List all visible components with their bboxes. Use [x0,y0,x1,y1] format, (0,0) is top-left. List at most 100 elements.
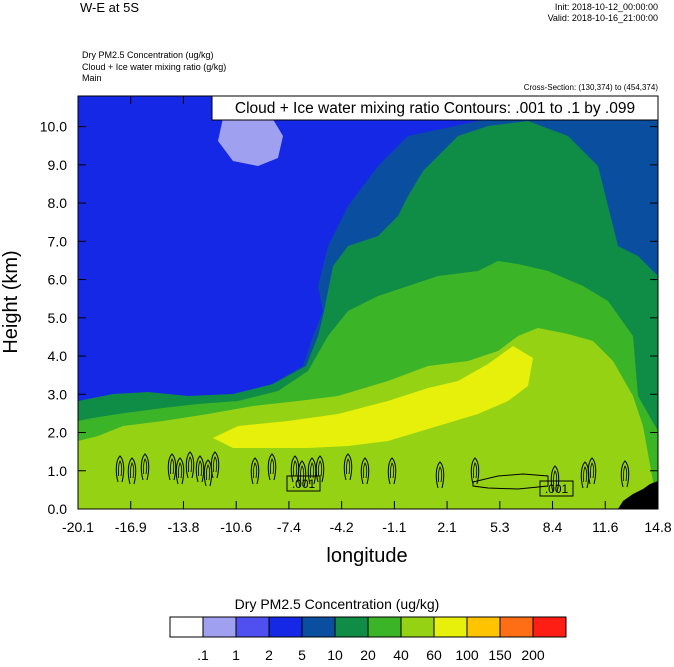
field-region [218,108,283,166]
x-tick-label: 11.6 [592,519,618,535]
colorbar-label: 20 [360,647,376,663]
contour-legend-text: Cloud + Ice water mixing ratio Contours:… [235,100,635,117]
y-tick-label: 10.0 [40,119,67,135]
contour-line [587,457,597,485]
init-time: Init: 2018-10-12_00:00:00 [554,2,658,12]
colorbar-label: 2 [265,647,273,663]
contour-line [167,453,177,481]
contour-line [437,466,443,483]
contour-line [292,460,298,477]
contour-line [177,462,183,479]
contour-line [472,462,478,479]
y-tick-label: 0.0 [48,501,68,517]
x-tick-label: 2.1 [437,519,457,535]
colorbar-swatch [499,616,534,638]
x-tick-label: -4.2 [330,519,354,535]
colorbar-title: Dry PM2.5 Concentration (ug/kg) [234,596,440,612]
contour-line [472,473,549,490]
contour-line [360,457,370,485]
x-tick-label: -10.6 [220,519,252,535]
colorbar-swatch [235,616,270,638]
contour-line [142,458,148,475]
variable-line-cloud: Cloud + Ice water mixing ratio (g/kg) [82,62,227,72]
contour-line [269,458,275,475]
contour-value-label: .001 [292,477,316,491]
contour-line [197,460,203,477]
contour-legend-box [211,95,659,121]
field-region [213,346,533,448]
y-tick-label: 2.0 [48,425,68,441]
colorbar-label: 150 [488,647,512,663]
contour-line [307,457,317,485]
contour-line [169,458,175,475]
colorbar-swatch [268,616,303,638]
colorbar-label: .1 [197,647,209,663]
contour-line [582,466,588,483]
cloud-contours: .001 .001 [115,451,630,497]
contour-line [622,465,628,482]
colorbar-label: 100 [455,647,479,663]
y-tick-label: 6.0 [48,272,68,288]
colorbar-swatch [169,616,204,638]
field-region [618,481,658,509]
contour-line [210,451,220,479]
contour-legend: Cloud + Ice water mixing ratio Contours:… [211,95,659,121]
colorbar-label: 60 [426,647,442,663]
colorbar-swatch [202,616,237,638]
chart-title: W-E at 5S [80,0,140,15]
concentration-field [78,96,658,509]
contour-line [620,460,630,488]
contour-line [115,455,125,483]
variable-line-main: Main [82,73,102,83]
contour-line [175,457,185,485]
contour-line [470,457,480,485]
x-tick-label: -20.1 [62,519,94,535]
contour-line [187,456,193,473]
colorbar-label: 1 [232,647,240,663]
x-tick-label: -13.8 [167,519,199,535]
y-tick-label: 5.0 [48,310,68,326]
y-tick-label: 9.0 [48,157,68,173]
x-tick-label: 14.8 [644,519,671,535]
colorbar-swatch [466,616,501,638]
y-tick-label: 7.0 [48,233,68,249]
axes: -20.1 -16.9 -13.8 -10.6 -7.4 -4.2 -1.1 2.1 5.3 8.… [40,96,672,535]
contour-line [315,455,325,483]
contour-line [345,458,351,475]
contour-line [297,460,307,488]
contour-line [203,459,213,487]
colorbar-swatch [400,616,435,638]
contour-label-box [286,475,321,492]
contour-value-label: .001 [545,482,569,496]
x-tick-label: 5.3 [490,519,510,535]
contour-line [117,460,123,477]
y-axis-label: Height (km) [0,250,22,353]
contour-line [205,464,211,481]
x-tick-label: -1.1 [382,519,406,535]
contour-line [387,457,397,485]
colorbar-label: 40 [393,647,409,663]
contour-line [129,462,135,479]
colorbar-label: 5 [298,647,306,663]
contour-line [185,451,195,479]
y-tick-label: 1.0 [48,463,68,479]
contour-line [389,462,395,479]
colorbar-swatch [301,616,336,638]
contour-line [343,453,353,481]
contour-line [435,461,445,489]
x-tick-label: 8.4 [543,519,563,535]
x-tick-label: -16.9 [115,519,147,535]
contour-line [267,453,277,481]
colorbar: .1 1 2 5 10 20 40 60 100 150 200 [169,616,567,663]
contour-line [250,457,260,485]
field-region [78,96,498,406]
variable-line-pm25: Dry PM2.5 Concentration (ug/kg) [82,50,214,60]
colorbar-swatch [433,616,468,638]
y-tick-label: 3.0 [48,386,68,402]
colorbar-label: 200 [521,647,545,663]
x-tick-label: -7.4 [277,519,301,535]
cross-section-label: Cross-Section: (130,374) to (454,374) [523,83,658,92]
colorbar-swatch [367,616,402,638]
contour-line [550,465,560,493]
colorbar-swatch [334,616,369,638]
